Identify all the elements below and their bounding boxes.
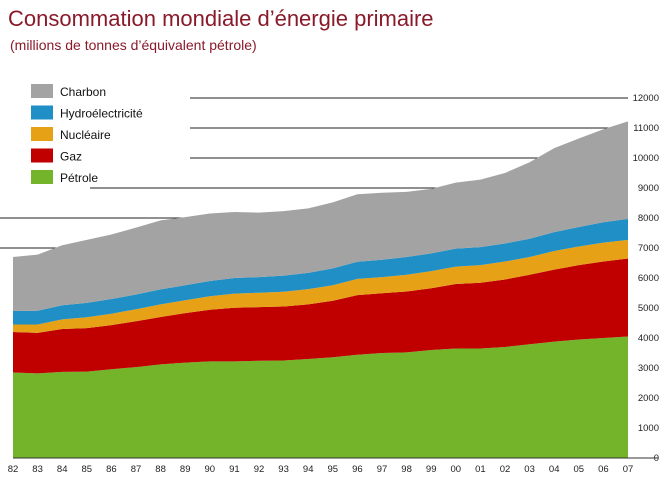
y-tick-label: 7000 [638,243,659,254]
x-tick-label: 90 [205,464,216,475]
x-tick-label: 89 [180,464,191,475]
x-tick-label: 86 [106,464,117,475]
legend-swatch [31,148,53,163]
x-tick-label: 82 [8,464,19,475]
x-tick-label: 87 [131,464,142,475]
y-tick-label: 2000 [638,393,659,404]
y-tick-label: 9000 [638,183,659,194]
x-tick-label: 95 [328,464,339,475]
legend-swatch [31,127,53,141]
area-p-trole [13,336,628,458]
y-tick-label: 4000 [638,333,659,344]
legend-label: Pétrole [60,171,98,185]
chart-subtitle: (millions de tonnes d’équivalent pétrole… [10,37,257,53]
x-tick-label: 01 [475,464,486,475]
x-tick-label: 04 [549,464,560,475]
y-tick-label: 11000 [633,123,659,134]
area-series-group [13,121,628,458]
legend: Charbon Hydroélectricité Nucléaire Gaz Pétro… [31,84,143,185]
y-tick-label: 5000 [638,303,659,314]
legend-swatch [31,84,53,98]
area-charbon [13,121,628,312]
area-nucl-aire [13,239,628,333]
legend-swatch [31,105,53,120]
legend-label: Charbon [60,85,106,99]
y-tick-label: 10000 [633,153,659,164]
y-axis: 0100020003000400050006000700080009000100… [633,93,659,464]
x-tick-label: 07 [623,464,634,475]
legend-label: Gaz [60,150,82,164]
x-tick-label: 84 [57,464,68,475]
y-tick-label: 8000 [638,213,659,224]
x-tick-label: 00 [451,464,462,475]
y-tick-label: 1000 [638,423,659,434]
x-tick-label: 92 [254,464,265,475]
x-tick-label: 02 [500,464,511,475]
y-tick-label: 6000 [638,273,659,284]
x-tick-label: 97 [377,464,388,475]
x-tick-label: 99 [426,464,437,475]
y-tick-label: 3000 [638,363,659,374]
area-gaz [13,258,628,374]
area-hydro-lectricit- [13,218,628,325]
x-tick-label: 05 [574,464,585,475]
x-tick-label: 85 [82,464,93,475]
legend-label: Hydroélectricité [60,107,143,121]
x-tick-label: 96 [352,464,363,475]
x-tick-label: 88 [155,464,166,475]
legend-label: Nucléaire [60,128,111,142]
x-tick-label: 83 [32,464,43,475]
x-tick-label: 94 [303,464,314,475]
x-tick-label: 03 [524,464,535,475]
x-tick-label: 91 [229,464,240,475]
x-axis: 82 83 84 85 86 87 88 89 90 91 92 93 94 95 96 97 98 99 00 01… [8,457,658,475]
x-tick-label: 93 [278,464,289,475]
x-tick-label: 06 [598,464,609,475]
legend-swatch [31,170,53,184]
chart-title: Consommation mondiale d’énergie primaire [8,6,434,31]
y-tick-label: 12000 [633,93,659,104]
x-tick-label: 98 [401,464,412,475]
